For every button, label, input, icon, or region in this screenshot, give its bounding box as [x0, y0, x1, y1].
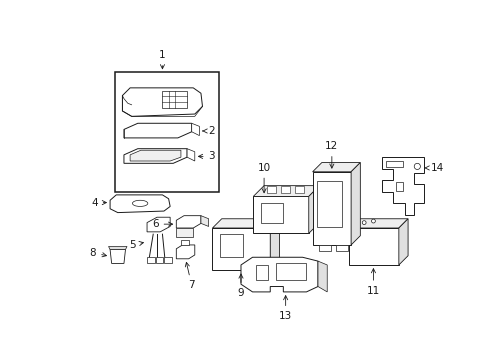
Ellipse shape	[132, 200, 147, 206]
Polygon shape	[212, 219, 279, 228]
Bar	[395, 182, 403, 191]
Bar	[256, 265, 267, 280]
Polygon shape	[130, 150, 181, 161]
Circle shape	[371, 219, 375, 223]
Text: 13: 13	[279, 296, 292, 321]
Polygon shape	[308, 186, 319, 233]
Text: 8: 8	[89, 248, 106, 258]
Polygon shape	[212, 228, 270, 270]
Text: 5: 5	[129, 240, 143, 250]
Bar	[115, 72, 218, 192]
Text: 11: 11	[366, 269, 379, 296]
Circle shape	[362, 221, 366, 225]
Polygon shape	[350, 163, 360, 245]
Polygon shape	[110, 249, 125, 264]
Polygon shape	[176, 216, 201, 228]
Polygon shape	[348, 228, 398, 265]
Polygon shape	[176, 228, 193, 237]
Polygon shape	[253, 186, 319, 197]
Polygon shape	[123, 149, 187, 163]
Polygon shape	[348, 219, 407, 228]
Text: 10: 10	[257, 163, 270, 193]
Text: 9: 9	[237, 274, 244, 298]
Polygon shape	[123, 123, 191, 138]
Polygon shape	[241, 257, 317, 292]
Text: 4: 4	[91, 198, 106, 208]
Polygon shape	[317, 261, 326, 292]
Text: 2: 2	[203, 126, 215, 136]
Text: 7: 7	[185, 262, 195, 291]
Polygon shape	[181, 239, 188, 245]
Bar	[261, 203, 282, 222]
Bar	[318, 245, 330, 251]
Bar	[163, 257, 171, 264]
Polygon shape	[398, 219, 407, 265]
Bar	[275, 264, 306, 280]
Text: 12: 12	[325, 141, 338, 168]
Bar	[294, 186, 304, 193]
Polygon shape	[270, 219, 279, 270]
Polygon shape	[253, 197, 308, 233]
Text: 14: 14	[424, 163, 443, 173]
Text: 3: 3	[198, 152, 215, 161]
Polygon shape	[201, 216, 208, 226]
Polygon shape	[147, 217, 170, 232]
Bar	[266, 186, 276, 193]
Polygon shape	[312, 172, 350, 245]
Bar	[162, 91, 187, 108]
Polygon shape	[187, 149, 194, 161]
Bar	[250, 270, 260, 276]
Polygon shape	[122, 88, 202, 116]
Text: 1: 1	[159, 50, 165, 69]
Polygon shape	[176, 245, 194, 259]
Text: 6: 6	[152, 219, 172, 229]
Bar	[335, 245, 347, 251]
Circle shape	[413, 163, 420, 170]
Bar	[220, 234, 243, 257]
Polygon shape	[110, 195, 170, 213]
Bar	[155, 257, 163, 264]
Bar	[385, 161, 402, 167]
Bar	[147, 257, 154, 264]
Polygon shape	[381, 157, 424, 215]
Bar	[281, 186, 290, 193]
Polygon shape	[108, 247, 127, 249]
Bar	[317, 181, 341, 227]
Polygon shape	[312, 163, 360, 172]
Polygon shape	[191, 123, 199, 136]
